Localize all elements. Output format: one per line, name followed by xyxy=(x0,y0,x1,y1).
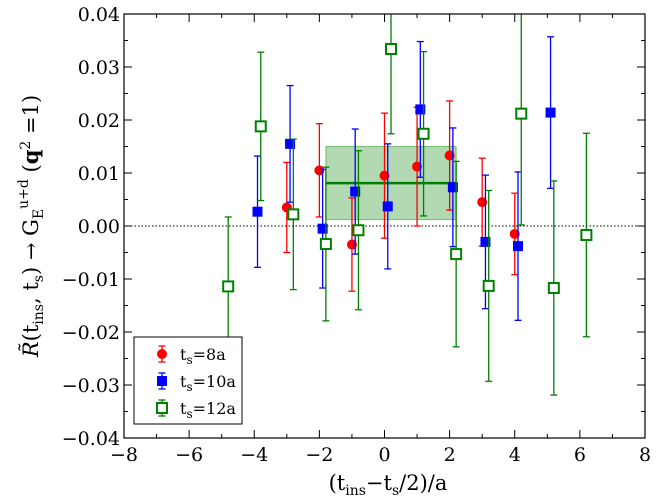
x-tick-label: 4 xyxy=(509,444,521,466)
data-point xyxy=(314,165,325,176)
legend-label: ts=12a xyxy=(180,399,236,421)
data-point xyxy=(509,228,520,239)
y-tick-label: 0.02 xyxy=(78,110,120,132)
data-point xyxy=(447,182,458,193)
data-point xyxy=(450,248,463,261)
legend-entry: ts=10a xyxy=(157,372,236,394)
data-point xyxy=(482,279,495,292)
x-tick-label: 2 xyxy=(444,444,456,466)
legend-entry: ts=8a xyxy=(157,345,226,367)
legend-entry: ts=12a xyxy=(156,399,236,421)
data-point xyxy=(346,239,357,250)
y-tick-label: 0.03 xyxy=(78,57,120,79)
data-point xyxy=(385,42,398,55)
data-point xyxy=(352,224,365,237)
data-point xyxy=(515,107,528,120)
legend-label: ts=8a xyxy=(180,345,226,367)
series-2 xyxy=(222,14,593,396)
data-point xyxy=(285,138,296,149)
data-point xyxy=(477,197,488,208)
x-tick-label: 0 xyxy=(378,444,390,466)
data-point xyxy=(379,170,390,181)
x-tick-label: 8 xyxy=(639,444,651,466)
data-point xyxy=(382,201,393,212)
x-tick-label: −4 xyxy=(240,444,268,466)
legend-label: ts=10a xyxy=(180,372,236,394)
legend-marker xyxy=(157,349,167,359)
legend-box xyxy=(133,336,243,425)
data-point xyxy=(222,280,235,293)
y-tick-label: −0.02 xyxy=(62,322,120,344)
data-point xyxy=(480,236,491,247)
x-axis-label: (tins−ts/2)/a xyxy=(329,471,448,498)
data-point xyxy=(412,161,423,172)
data-point xyxy=(319,238,332,251)
x-tick-label: −6 xyxy=(175,444,203,466)
x-tick-label: −8 xyxy=(110,444,138,466)
y-tick-label: −0.04 xyxy=(62,428,120,450)
y-tick-label: −0.03 xyxy=(62,375,120,397)
legend-marker xyxy=(156,402,168,414)
y-axis-label: R̃(tins, ts) → GEu+d (q2 =1) xyxy=(16,95,47,358)
axes: −8 −6 −4 −2 0 2 4 6 8 −0.04 −0.03 −0.02 −0.01 0.00 0.0… xyxy=(62,4,651,466)
data-point xyxy=(287,208,300,221)
plot-area xyxy=(124,14,645,396)
legend: ts=8a ts=10a ts=12a xyxy=(133,336,243,425)
data-point xyxy=(254,120,267,133)
data-point xyxy=(444,150,455,161)
data-point xyxy=(417,127,430,140)
data-point xyxy=(545,107,556,118)
y-tick-label: 0.01 xyxy=(78,163,120,185)
y-tick-label: 0.04 xyxy=(78,4,120,26)
y-tick-label: 0.00 xyxy=(78,216,120,238)
data-point xyxy=(252,206,263,217)
data-point xyxy=(415,104,426,115)
series-1 xyxy=(252,36,556,321)
data-point xyxy=(317,223,328,234)
y-tick-label: −0.01 xyxy=(62,269,120,291)
legend-marker xyxy=(157,376,167,386)
x-tick-label: −2 xyxy=(305,444,333,466)
x-tick-label: 6 xyxy=(574,444,586,466)
data-point xyxy=(350,186,361,197)
data-point xyxy=(513,241,524,252)
data-point xyxy=(580,229,593,242)
data-point xyxy=(547,282,560,295)
